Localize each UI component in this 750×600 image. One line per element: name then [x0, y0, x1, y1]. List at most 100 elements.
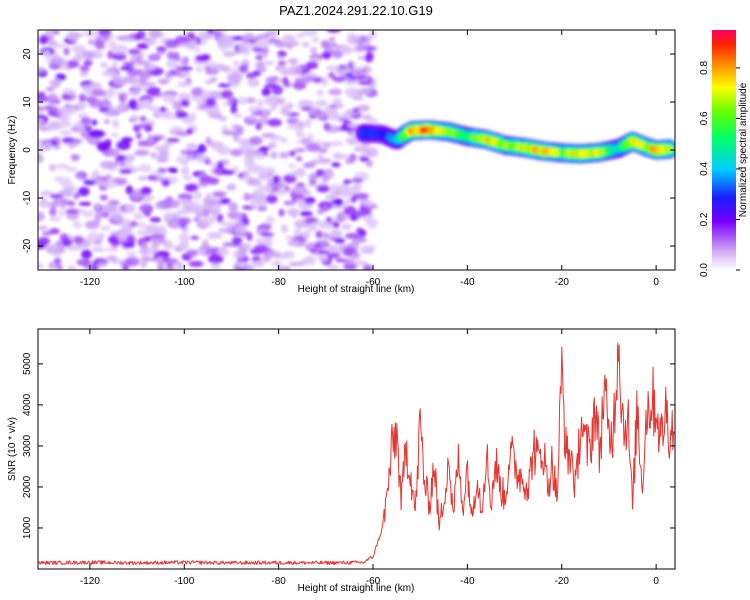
noise-blob [201, 239, 209, 250]
noise-blob [208, 253, 224, 264]
noise-blob [277, 55, 284, 61]
noise-blob [251, 260, 264, 268]
noise-blob [101, 180, 117, 189]
noise-blob [364, 53, 374, 63]
noise-blob [297, 100, 313, 105]
noise-blob [221, 125, 229, 132]
noise-blob [142, 99, 153, 108]
spectrogram-x-axis-label: Height of straight line (km) [298, 284, 415, 295]
noise-blob [127, 48, 141, 55]
noise-blob [119, 168, 133, 174]
noise-blob [350, 177, 364, 183]
noise-blob [321, 51, 332, 60]
noise-blob [99, 160, 116, 170]
x-tick-label: 0 [653, 277, 659, 288]
noise-blob [271, 104, 278, 110]
noise-blob [50, 78, 62, 89]
noise-blob [38, 36, 49, 45]
noise-blob [135, 222, 147, 228]
noise-blob [287, 239, 300, 247]
noise-blob [287, 163, 297, 168]
noise-blob [295, 167, 306, 178]
noise-blob [355, 88, 372, 95]
noise-blob [187, 154, 196, 161]
noise-blob [147, 174, 158, 181]
noise-blob [121, 136, 134, 143]
noise-blob [100, 225, 112, 232]
noise-blob [67, 244, 82, 252]
noise-blob [180, 166, 190, 176]
noise-blob [202, 208, 210, 218]
noise-blob [141, 85, 148, 92]
noise-blob [301, 41, 311, 48]
noise-blob [62, 88, 76, 94]
y-tick-label: -20 [22, 238, 33, 253]
noise-blob [327, 112, 337, 117]
y-tick-label: 0 [22, 147, 33, 153]
noise-blob [259, 223, 272, 231]
noise-blob [135, 132, 142, 140]
noise-blob [343, 262, 357, 270]
noise-blob [96, 141, 111, 150]
noise-blob [280, 224, 289, 234]
noise-blob [295, 32, 305, 38]
noise-blob [163, 141, 174, 147]
noise-blob [310, 47, 318, 55]
noise-blob [332, 76, 346, 83]
x-tick-label: -100 [174, 576, 194, 587]
noise-blob [257, 99, 264, 109]
noise-blob [134, 149, 150, 156]
noise-blob [48, 262, 57, 270]
noise-blob [294, 227, 302, 237]
noise-blob [331, 162, 341, 168]
noise-blob [164, 39, 180, 49]
spectrogram-y-axis-label: Frequency (Hz) [7, 116, 18, 185]
noise-blob [281, 34, 296, 43]
noise-blob [359, 205, 367, 212]
noise-blob [112, 44, 129, 55]
noise-blob [82, 84, 91, 94]
noise-blob [238, 64, 249, 73]
noise-blob [188, 260, 204, 268]
noise-blob [258, 146, 271, 151]
noise-blob [256, 200, 265, 206]
noise-blob [345, 199, 353, 204]
noise-blob [337, 64, 347, 70]
noise-blob [51, 56, 64, 65]
noise-blob [356, 227, 364, 234]
noise-blob [79, 71, 88, 77]
noise-blob [338, 45, 354, 55]
noise-blob [67, 143, 76, 149]
noise-blob [214, 63, 227, 70]
snr-y-axis-label: SNR (10 * v/v) [7, 417, 18, 481]
noise-blob [122, 242, 135, 249]
noise-blob [186, 128, 194, 135]
noise-blob [105, 255, 116, 262]
x-tick-label: -60 [366, 576, 381, 587]
x-tick-label: -80 [271, 277, 286, 288]
noise-blob [332, 98, 341, 104]
noise-blob [256, 34, 270, 40]
noise-blob [174, 130, 187, 137]
noise-blob [331, 221, 340, 229]
noise-blob [270, 151, 278, 159]
noise-blob [216, 213, 224, 223]
noise-blob [327, 252, 341, 258]
noise-blob [353, 66, 364, 72]
noise-blob [327, 245, 335, 254]
noise-blob [285, 235, 294, 240]
noise-blob [250, 198, 258, 209]
noise-blob [38, 153, 43, 163]
noise-blob [249, 136, 263, 146]
noise-blob [216, 146, 231, 155]
noise-blob [328, 88, 342, 96]
noise-blob [94, 212, 104, 218]
noise-blob [303, 255, 316, 266]
noise-blob [49, 106, 59, 113]
noise-blob [85, 96, 98, 103]
x-tick-label: -120 [80, 277, 100, 288]
noise-blob [164, 266, 176, 270]
noise-blob [210, 77, 218, 82]
noise-blob [244, 158, 256, 167]
noise-blob [142, 197, 151, 203]
